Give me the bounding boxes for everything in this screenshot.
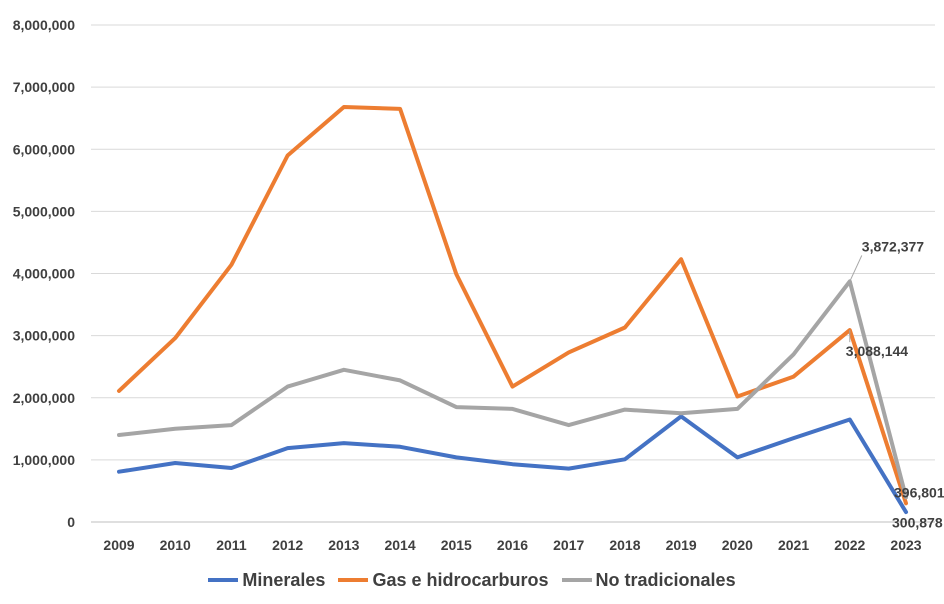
x-axis-ticks: 2009 2010 2011 2012 2013 2014 2015 2016 2017 2018… bbox=[103, 537, 921, 553]
y-tick-label: 3,000,000 bbox=[13, 328, 75, 344]
annotation-leader bbox=[849, 255, 863, 282]
x-tick-label: 2013 bbox=[328, 537, 359, 553]
y-tick-label: 6,000,000 bbox=[13, 141, 75, 157]
series-line-minerales bbox=[117, 414, 908, 515]
x-tick-label: 2020 bbox=[722, 537, 753, 553]
y-tick-label: 4,000,000 bbox=[13, 266, 75, 282]
y-tick-label: 2,000,000 bbox=[13, 390, 75, 406]
series-line-no-tradicionales bbox=[117, 279, 908, 500]
y-tick-label: 5,000,000 bbox=[13, 203, 75, 219]
legend-swatch-minerales bbox=[208, 578, 239, 582]
x-tick-label: 2016 bbox=[497, 537, 528, 553]
y-tick-label: 0 bbox=[67, 514, 75, 530]
x-tick-label: 2010 bbox=[160, 537, 191, 553]
data-label: 396,801 bbox=[894, 484, 944, 500]
data-annotations: 3,872,377 3,088,144 396,801 300,878 bbox=[846, 238, 944, 530]
legend-item-no-tradicionales: No tradicionales bbox=[561, 569, 736, 591]
x-tick-label: 2019 bbox=[666, 537, 697, 553]
legend-swatch-no-tradicionales bbox=[561, 578, 592, 582]
y-axis-ticks: 0 1,000,000 2,000,000 3,000,000 4,000,000 5,0… bbox=[13, 17, 76, 530]
series-line-gas-e-hidrocarburos bbox=[117, 105, 908, 506]
y-tick-label: 7,000,000 bbox=[13, 79, 75, 95]
x-tick-label: 2022 bbox=[834, 537, 865, 553]
x-tick-label: 2011 bbox=[216, 537, 247, 553]
series-lines bbox=[117, 105, 908, 515]
x-tick-label: 2018 bbox=[609, 537, 640, 553]
legend-item-minerales: Minerales bbox=[208, 570, 325, 591]
x-tick-label: 2012 bbox=[272, 537, 303, 553]
data-label: 3,088,144 bbox=[846, 343, 908, 359]
x-tick-label: 2017 bbox=[553, 537, 584, 553]
legend-item-gas: Gas e hidrocarburos bbox=[338, 569, 549, 591]
legend: Minerales Gas e hidrocarburos No tradici… bbox=[0, 566, 944, 591]
legend-label-no-tradicionales: No tradicionales bbox=[595, 569, 736, 590]
x-tick-label: 2014 bbox=[384, 537, 415, 553]
x-tick-label: 2015 bbox=[441, 537, 472, 553]
legend-label-minerales: Minerales bbox=[242, 569, 326, 590]
gridlines bbox=[91, 24, 935, 523]
legend-swatch-gas bbox=[338, 578, 369, 582]
data-label: 3,872,377 bbox=[862, 238, 924, 254]
y-tick-label: 8,000,000 bbox=[13, 17, 75, 33]
x-tick-label: 2023 bbox=[890, 537, 921, 553]
legend-label-gas: Gas e hidrocarburos bbox=[372, 569, 549, 590]
x-tick-label: 2009 bbox=[103, 537, 134, 553]
data-label: 300,878 bbox=[892, 514, 943, 530]
y-tick-label: 1,000,000 bbox=[13, 452, 75, 468]
x-tick-label: 2021 bbox=[778, 537, 809, 553]
